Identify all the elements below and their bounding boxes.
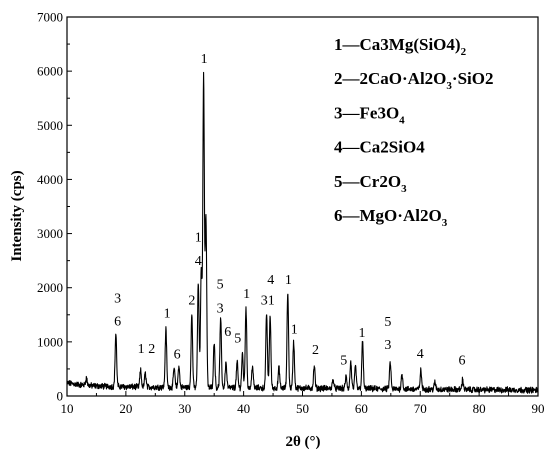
peak-label: 6 (174, 348, 181, 363)
peak-label: 4 (267, 273, 274, 288)
peak-label: 1 (291, 323, 298, 338)
y-tick-label: 2000 (37, 280, 63, 295)
series-layer (66, 71, 539, 394)
peak-label: 5 (340, 354, 347, 369)
y-tick-label: 3000 (37, 226, 63, 241)
y-axis: 0 1000 2000 3000 4000 5000 6000 7000 (37, 10, 72, 404)
x-tick-label: 30 (178, 401, 191, 416)
peak-label: 1 (358, 326, 365, 341)
x-tick-label: 90 (532, 401, 545, 416)
y-tick-label: 0 (57, 389, 64, 404)
x-tick-label: 50 (296, 401, 309, 416)
peak-label: 1 (285, 273, 292, 288)
x-tick-label: 20 (119, 401, 132, 416)
x-axis: 10 20 30 40 50 60 70 80 90 (61, 391, 545, 416)
peak-label: 2 (188, 293, 195, 308)
y-axis-title: Intensity (cps) (9, 170, 25, 261)
peak-label: 3 (384, 338, 391, 353)
legend-item-1: 1—Ca3Mg(SiO4)2​ (334, 35, 467, 58)
peak-label: 4 (417, 347, 424, 362)
peak-label: 6 (459, 354, 466, 369)
peak-label: 1 (138, 342, 145, 357)
legend-item-3: 3—Fe3O4​ (334, 103, 405, 126)
legend-item-6: 6—MgO·Al2O3​ (334, 206, 448, 229)
x-tick-label: 40 (237, 401, 250, 416)
legend-item-5: 5—Cr2O3​ (334, 172, 407, 195)
peak-label: 5 (384, 315, 391, 330)
peak-label: 5 (217, 277, 224, 292)
x-tick-label: 10 (61, 401, 74, 416)
peak-label: 2 (312, 343, 319, 358)
peak-label: 6 (114, 315, 121, 330)
peak-label: 6 (224, 325, 231, 340)
x-tick-label: 80 (473, 401, 486, 416)
peak-label: 31 (261, 293, 275, 308)
peak-label: 1 (195, 231, 202, 246)
y-tick-label: 4000 (37, 172, 63, 187)
y-tick-label: 1000 (37, 334, 63, 349)
legend: 1—Ca3Mg(SiO4)2​ 2—2CaO·Al2O3​·SiO2 3—Fe3O4… (334, 35, 493, 229)
y-tick-label: 7000 (37, 10, 63, 25)
peak-label: 3 (114, 291, 121, 306)
x-tick-label: 70 (414, 401, 427, 416)
peak-label: 1 (201, 52, 208, 67)
x-tick-label: 60 (355, 401, 368, 416)
peak-label: 5 (234, 331, 241, 346)
xrd-pattern-line (66, 71, 539, 394)
y-tick-label: 6000 (37, 64, 63, 79)
legend-item-4: 4—Ca2SiO4 (334, 138, 425, 157)
x-axis-title: 2θ (°) (285, 434, 320, 450)
peak-label: 1 (164, 306, 171, 321)
peak-label: 4 (195, 254, 202, 269)
peak-label: 1 (243, 287, 250, 302)
peak-label: 3 (217, 302, 224, 317)
peak-label: 2 (148, 342, 155, 357)
y-tick-label: 5000 (37, 118, 63, 133)
legend-item-2: 2—2CaO·Al2O3​·SiO2 (334, 69, 493, 92)
